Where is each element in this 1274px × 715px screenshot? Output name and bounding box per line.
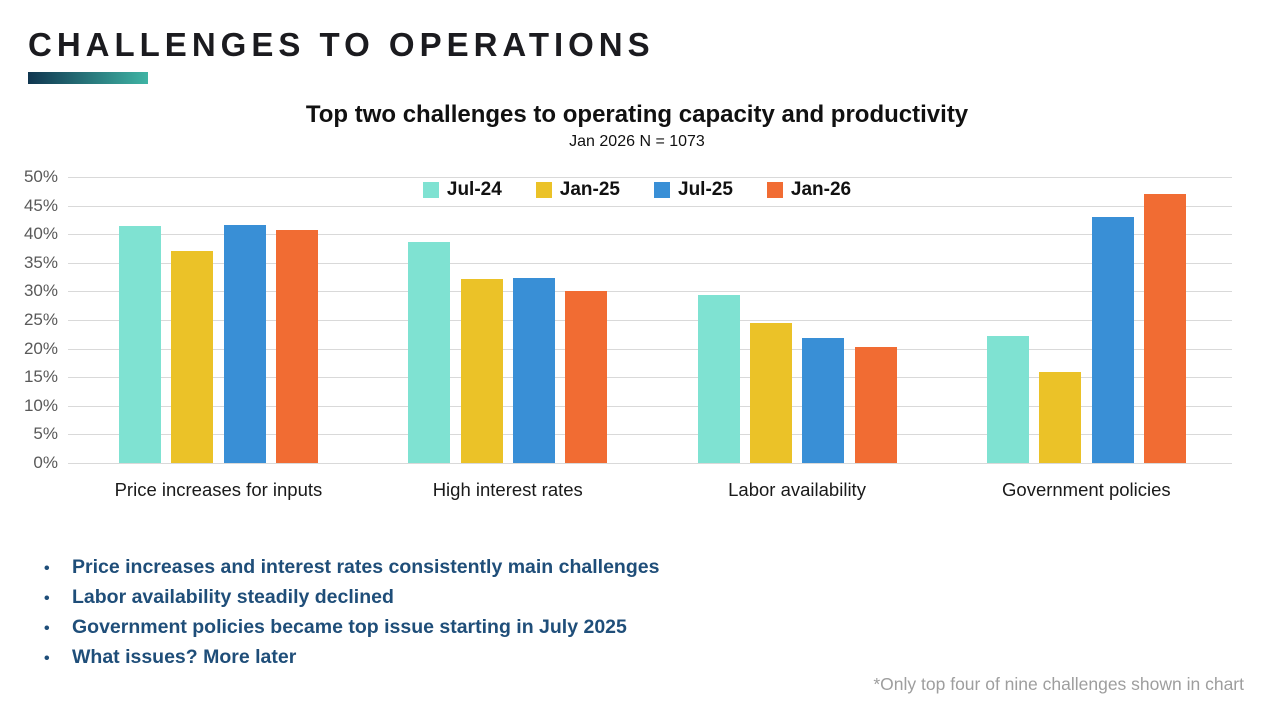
- bullet-dot-icon: •: [44, 560, 50, 577]
- legend-swatch-icon: [535, 182, 552, 198]
- footnote: *Only top four of nine challenges shown …: [873, 674, 1244, 694]
- gridline-35%: [68, 262, 1232, 264]
- bar-jan-26-government-policies: [1143, 194, 1186, 463]
- insight-bullet: • Price increases and interest rates cons…: [44, 553, 659, 583]
- title-accent-bar: [28, 72, 148, 84]
- y-axis-tick-45%: 45%: [23, 195, 58, 215]
- bar-jan-25-price-increases-for-inputs: [171, 251, 214, 463]
- y-axis-tick-20%: 20%: [23, 338, 58, 358]
- bullet-text: Government policies became top issue sta…: [72, 616, 627, 638]
- gridline-15%: [68, 377, 1232, 379]
- bar-jul-25-labor-availability: [802, 338, 845, 463]
- bar-jul-24-high-interest-rates: [408, 242, 451, 463]
- x-axis-label-high-interest-rates: High interest rates: [432, 479, 583, 500]
- insight-bullet: • Labor availability steadily declined: [44, 583, 659, 613]
- y-axis-tick-15%: 15%: [23, 367, 58, 387]
- gridline-20%: [68, 348, 1232, 350]
- legend-label: Jul-25: [678, 179, 733, 200]
- chart-subtitle: Jan 2026 N = 1073: [569, 133, 705, 150]
- gridline-30%: [68, 291, 1232, 293]
- bullet-text: Price increases and interest rates consi…: [72, 556, 660, 578]
- bar-jan-25-government-policies: [1039, 372, 1082, 463]
- y-axis-tick-25%: 25%: [23, 310, 58, 329]
- insight-bullet: • What issues? More later: [44, 643, 659, 673]
- legend-label: Jul-24: [446, 179, 502, 200]
- gridline-40%: [68, 234, 1232, 236]
- insight-bullet: • Government policies became top issue st…: [44, 613, 659, 643]
- legend-label: Jan-25: [559, 179, 620, 200]
- bar-jul-25-high-interest-rates: [512, 278, 555, 463]
- y-axis-tick-10%: 10%: [23, 395, 58, 415]
- gridline-25%: [68, 320, 1232, 321]
- bullet-dot-icon: •: [44, 650, 50, 667]
- legend-item-jul-25: Jul-25: [654, 179, 733, 201]
- bar-jan-26-high-interest-rates: [565, 291, 608, 463]
- x-axis-label-labor-availability: Labor availability: [728, 479, 866, 500]
- gridline-0%: [68, 463, 1232, 464]
- legend-item-jan-26: Jan-26: [766, 179, 852, 201]
- y-axis-tick-5%: 5%: [33, 424, 58, 444]
- y-axis-tick-40%: 40%: [23, 224, 58, 244]
- bar-jan-25-high-interest-rates: [460, 278, 503, 463]
- bar-jan-25-labor-availability: [749, 323, 792, 463]
- bullet-dot-icon: •: [44, 620, 50, 637]
- legend-item-jan-25: Jan-25: [535, 179, 620, 201]
- y-axis-tick-50%: 50%: [23, 167, 58, 186]
- page-title: CHALLENGES TO OPERATIONS: [28, 26, 655, 63]
- bullet-text: Labor availability steadily declined: [72, 586, 394, 608]
- bullet-dot-icon: •: [44, 590, 50, 607]
- gridline-50%: [68, 177, 1232, 178]
- y-axis-tick-35%: 35%: [23, 252, 58, 272]
- legend-swatch-icon: [766, 182, 783, 198]
- bar-jul-24-price-increases-for-inputs: [119, 226, 161, 463]
- bar-jul-25-government-policies: [1091, 217, 1134, 463]
- bar-jan-26-labor-availability: [854, 347, 897, 463]
- legend-label: Jan-26: [790, 179, 852, 200]
- legend-swatch-icon: [654, 182, 670, 198]
- gridline-10%: [68, 405, 1232, 407]
- gridline-5%: [68, 434, 1232, 436]
- y-axis-tick-30%: 30%: [23, 281, 58, 301]
- insight-bullets: • Price increases and interest rates cons…: [44, 553, 659, 673]
- bar-jul-24-labor-availability: [697, 294, 740, 463]
- gridline-45%: [68, 205, 1232, 207]
- chart-title: Top two challenges to operating capacity…: [305, 101, 969, 128]
- bar-jul-24-government-policies: [986, 336, 1029, 463]
- legend-item-jul-24: Jul-24: [422, 179, 502, 201]
- x-axis-label-price-increases-for-inputs: Price increases for inputs: [114, 479, 323, 500]
- bar-jul-25-price-increases-for-inputs: [223, 225, 266, 463]
- chart-legend: Jul-24 Jan-25 Jul-25 Jan-26: [0, 179, 1274, 201]
- bullet-text: What issues? More later: [72, 646, 297, 668]
- bar-jan-26-price-increases-for-inputs: [275, 230, 318, 463]
- x-axis-label-government-policies: Government policies: [1002, 479, 1171, 500]
- y-axis-tick-0%: 0%: [33, 453, 58, 472]
- legend-swatch-icon: [422, 182, 439, 198]
